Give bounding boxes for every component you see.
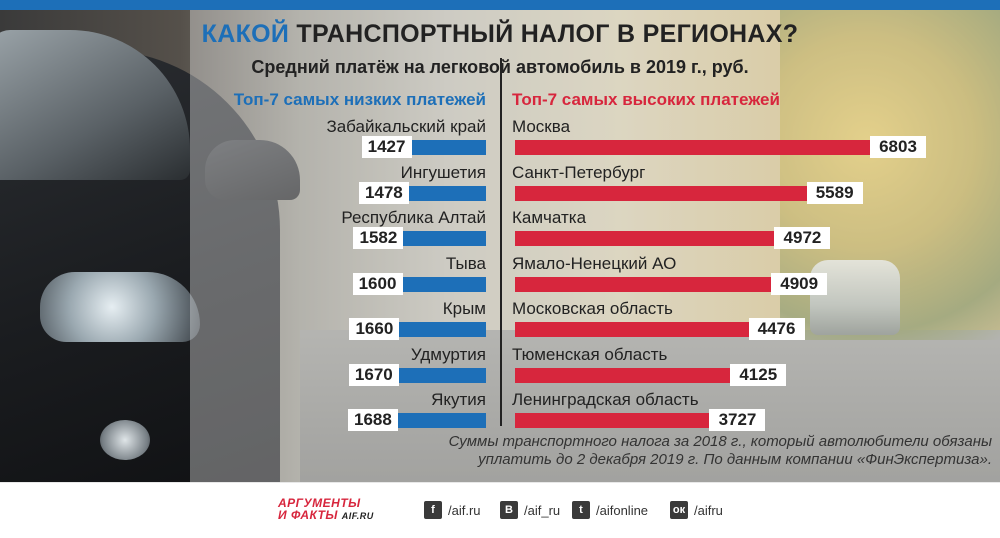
- high-bar: [515, 231, 775, 246]
- high-bar: [515, 322, 749, 337]
- low-bar: [403, 231, 486, 246]
- high-category-label: Ямало-Ненецкий АО: [512, 253, 677, 273]
- facebook-icon: f: [424, 501, 442, 519]
- low-bar: [402, 276, 486, 292]
- title-highlight: КАКОЙ: [201, 20, 290, 48]
- twitter-icon: t: [572, 501, 590, 519]
- background-veil: [190, 10, 1000, 482]
- social-link[interactable]: ок/aifru: [670, 500, 723, 520]
- low-category-label: Забайкальский край: [326, 117, 486, 136]
- logo-line1: АРГУМЕНТЫ: [278, 496, 361, 510]
- high-value-label: 4909: [771, 272, 828, 295]
- social-handle: /aifru: [694, 502, 723, 518]
- low-category-label: Якутия: [431, 390, 486, 409]
- social-handle: /aifonline: [596, 502, 649, 518]
- low-bar: [398, 367, 486, 383]
- high-value-label: 4125: [730, 363, 787, 386]
- center-divider: [500, 58, 502, 426]
- high-value-label: 4476: [748, 318, 805, 340]
- fog-light-shape: [100, 420, 150, 460]
- high-category-label: Тюменская область: [512, 344, 668, 364]
- low-bar: [399, 322, 486, 337]
- low-payments-heading: Топ-7 самых низких платежей: [233, 90, 486, 109]
- low-value-label: 1582: [353, 227, 404, 249]
- high-category-label: Камчатка: [512, 208, 587, 227]
- logo-site: AIF.RU: [341, 511, 374, 521]
- logo-line2-text: И ФАКТЫ: [278, 508, 338, 522]
- aif-logo[interactable]: АРГУМЕНТЫ И ФАКТЫ AIF.RU: [278, 497, 383, 523]
- low-value-label: 1670: [348, 363, 399, 386]
- logo-line2: И ФАКТЫ AIF.RU: [278, 509, 383, 522]
- high-category-label: Москва: [512, 117, 571, 136]
- high-value-label: 4972: [774, 227, 831, 249]
- high-bar: [515, 413, 710, 428]
- low-bar: [397, 413, 486, 428]
- low-value-label: 1478: [358, 181, 409, 204]
- low-bar: [411, 140, 486, 155]
- odnoklassniki-icon: ок: [670, 501, 688, 519]
- social-handle: /aif_ru: [524, 502, 561, 518]
- social-link[interactable]: t/aifonline: [572, 500, 648, 520]
- windshield-shape: [0, 30, 190, 180]
- social-link[interactable]: f/aif.ru: [424, 500, 481, 520]
- road-shape: [300, 330, 1000, 482]
- low-category-label: Тыва: [445, 253, 486, 273]
- high-value-label: 5589: [806, 181, 863, 204]
- high-payments-heading: Топ-7 самых высоких платежей: [512, 90, 780, 109]
- low-category-label: Республика Алтай: [341, 208, 486, 227]
- high-value-label: 6803: [870, 136, 926, 158]
- low-bar: [408, 185, 486, 201]
- vk-icon: В: [500, 501, 518, 519]
- title-rest: ТРАНСПОРТНЫЙ НАЛОГ В РЕГИОНАХ?: [289, 20, 799, 48]
- low-value-label: 1688: [347, 409, 398, 431]
- high-bar: [515, 140, 870, 155]
- chart-title: КАКОЙ ТРАНСПОРТНЫЙ НАЛОГ В РЕГИОНАХ?: [0, 20, 1000, 49]
- high-category-label: Московская область: [512, 299, 673, 318]
- low-category-label: Крым: [442, 299, 486, 318]
- high-bar: [515, 276, 772, 292]
- low-category-label: Удмуртия: [410, 344, 486, 364]
- source-note: Суммы транспортного налога за 2018 г., к…: [448, 433, 992, 468]
- low-value-label: 1600: [352, 272, 403, 295]
- high-bar: [515, 185, 807, 201]
- high-value-label: 3727: [709, 409, 766, 431]
- top-stripe: [0, 0, 1000, 10]
- low-value-label: 1427: [361, 136, 412, 158]
- high-category-label: Ленинградская область: [512, 390, 699, 409]
- low-value-label: 1660: [349, 318, 400, 340]
- low-category-label: Ингушетия: [400, 162, 486, 182]
- high-bar: [515, 367, 731, 383]
- social-link[interactable]: В/aif_ru: [500, 500, 560, 520]
- high-category-label: Санкт-Петербург: [512, 162, 646, 182]
- social-handle: /aif.ru: [448, 502, 481, 518]
- headlight-shape: [40, 272, 200, 342]
- mirror-shape: [205, 140, 300, 200]
